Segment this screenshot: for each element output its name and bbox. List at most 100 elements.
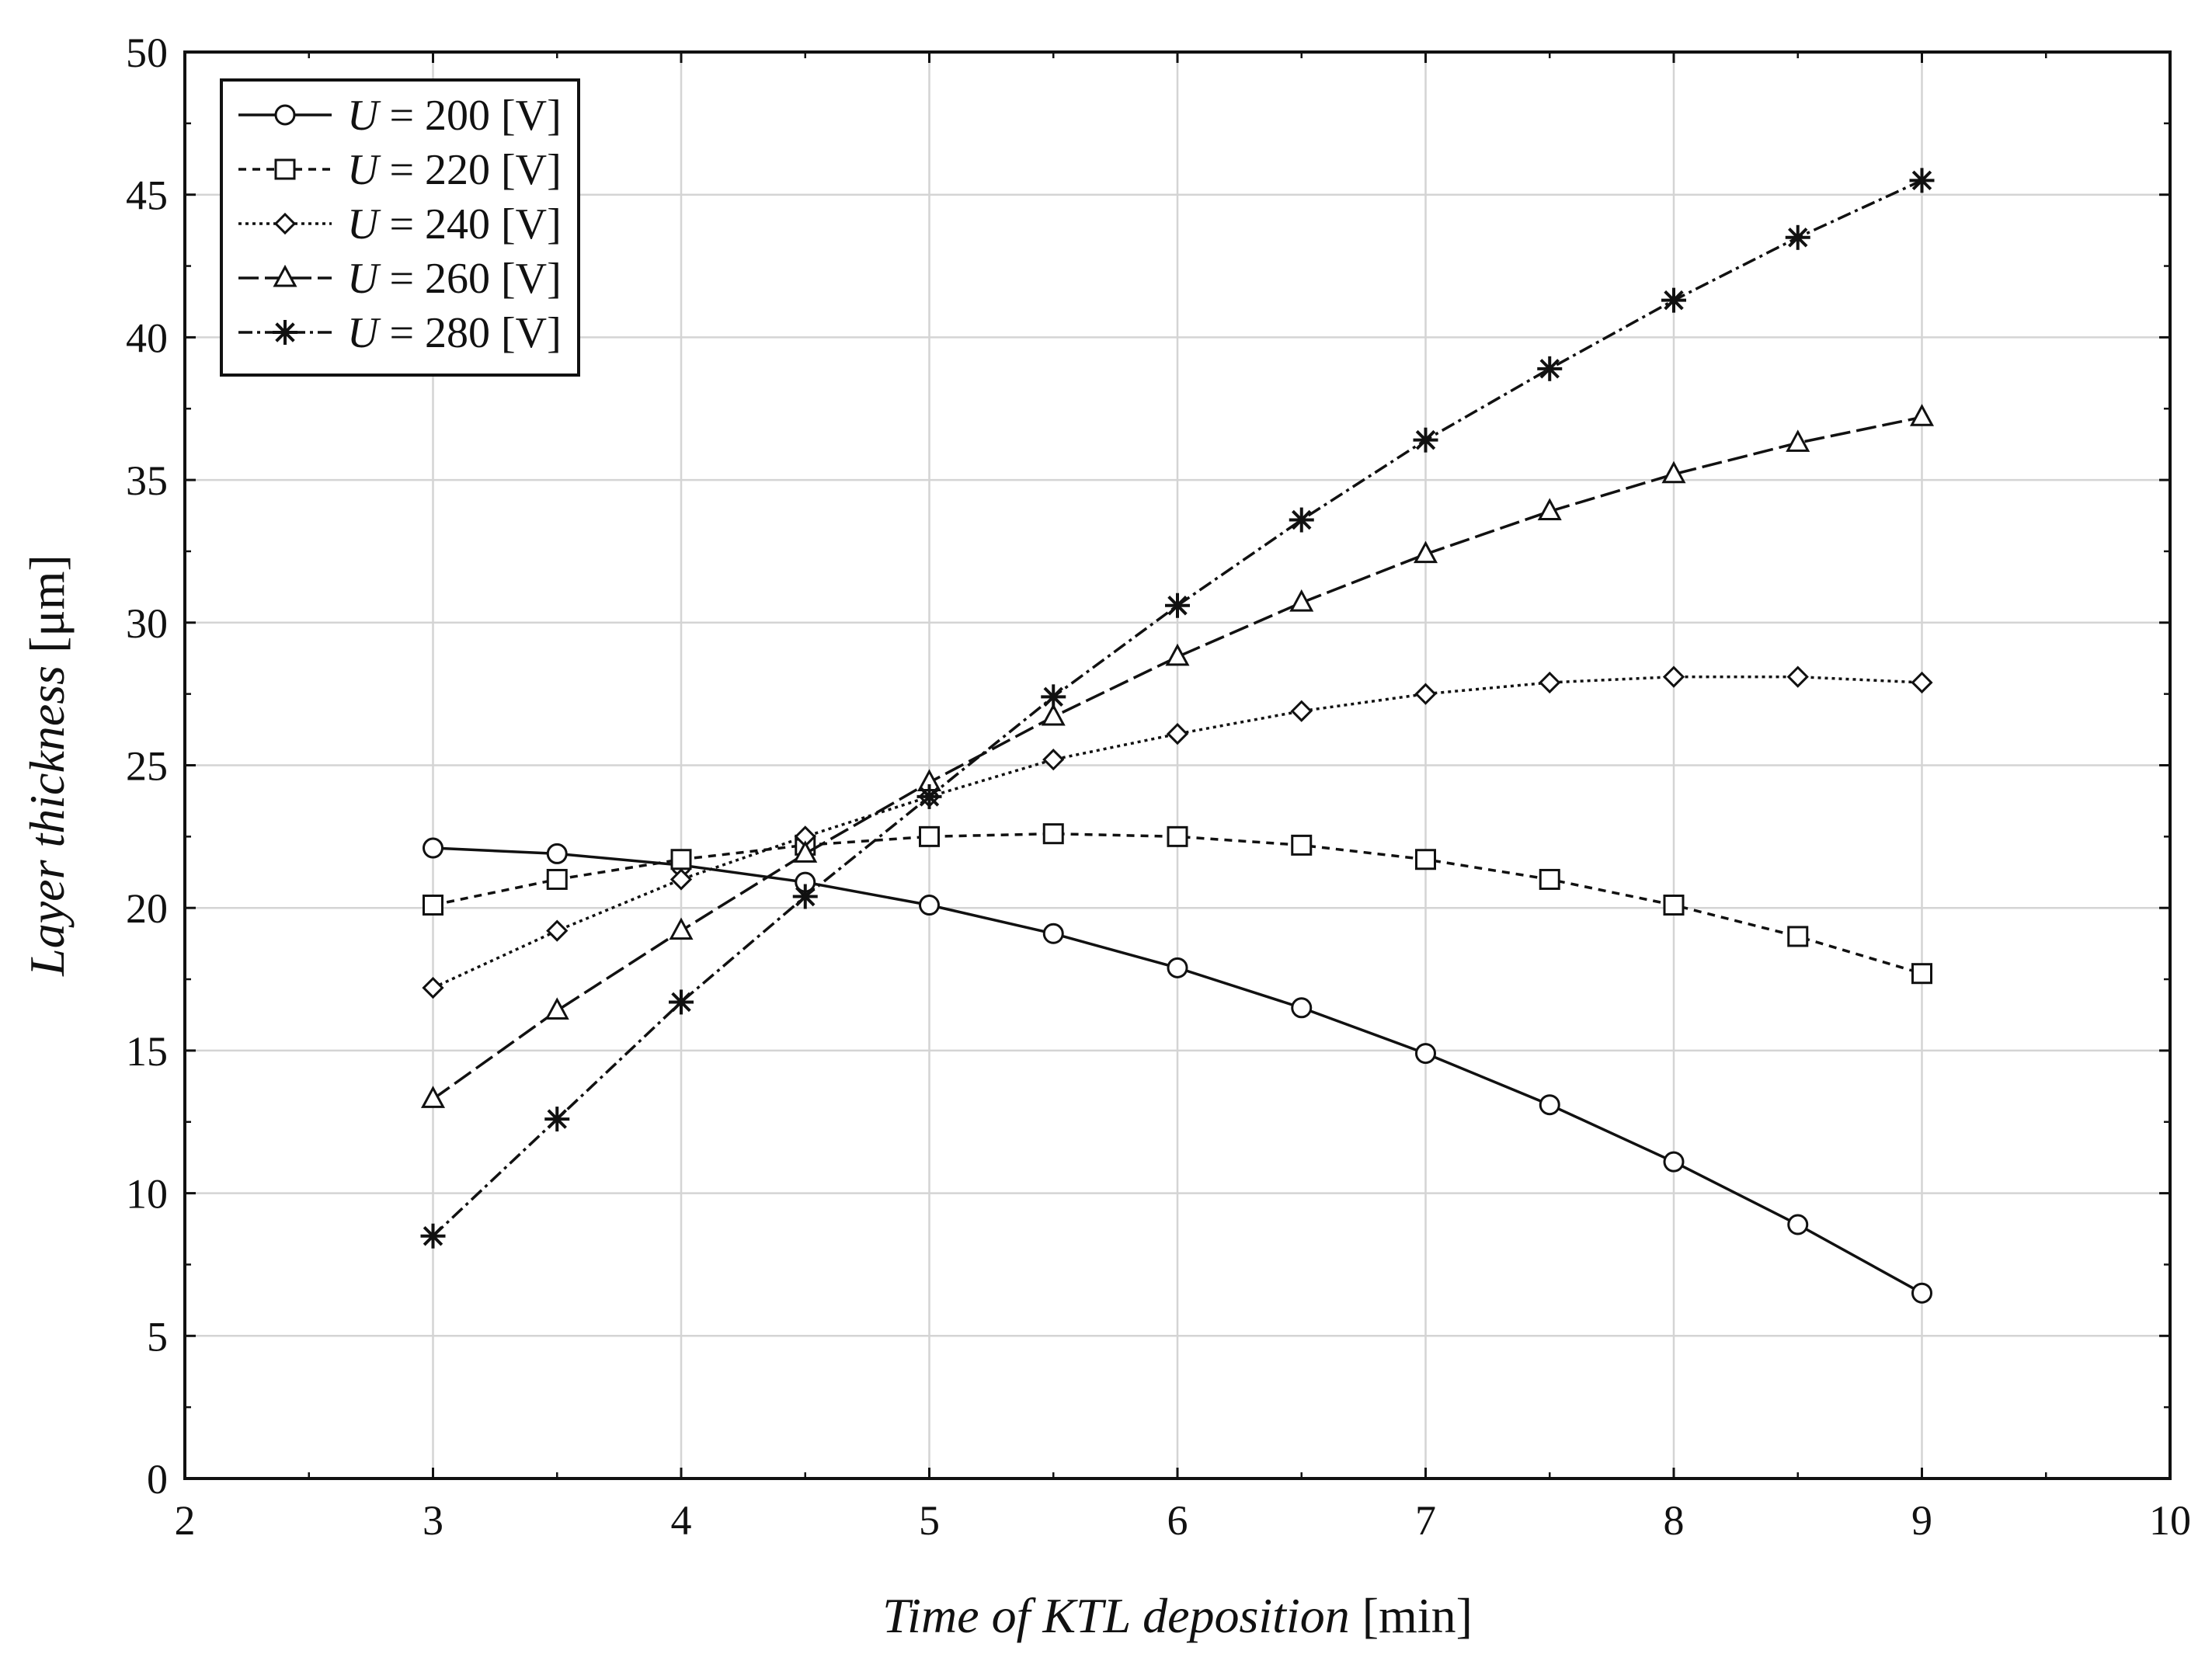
data-point <box>1042 923 1064 944</box>
data-point-stroke <box>795 886 816 907</box>
series-4 <box>420 404 1935 1108</box>
data-point <box>1539 868 1560 890</box>
legend-label: U = 280 [V] <box>347 309 562 357</box>
data-point <box>1167 957 1188 978</box>
legend: U = 200 [V]U = 220 [V]U = 240 [V]U = 260… <box>220 78 580 377</box>
y-tick-label: 20 <box>126 885 168 932</box>
data-point <box>1166 722 1189 745</box>
data-point <box>1661 287 1686 313</box>
data-point <box>1041 684 1066 710</box>
data-point <box>546 868 568 890</box>
data-point <box>1909 404 1935 426</box>
data-point <box>423 837 443 859</box>
y-tick-label: 35 <box>126 457 168 504</box>
data-point <box>670 868 693 891</box>
data-point <box>1661 460 1686 484</box>
legend-item-1: U = 200 [V] <box>238 92 562 140</box>
legend-var: U <box>347 146 381 194</box>
data-point-stroke <box>1911 170 1932 191</box>
data-point <box>1290 700 1313 722</box>
y-tick-label: 50 <box>126 30 168 76</box>
data-point <box>669 989 694 1015</box>
data-point <box>1165 592 1190 618</box>
data-point <box>1539 671 1561 694</box>
data-point <box>793 840 818 863</box>
y-tick-label: 25 <box>126 743 168 790</box>
legend-var: U <box>347 92 381 140</box>
legend-value: = 240 [V] <box>378 200 561 248</box>
legend-value: = 220 [V] <box>378 146 561 194</box>
data-point <box>1165 643 1190 666</box>
data-point <box>1042 749 1065 771</box>
data-point <box>544 1107 570 1132</box>
y-tick-label: 45 <box>126 172 168 219</box>
legend-marker <box>273 320 297 345</box>
y-tick-label: 30 <box>126 600 168 647</box>
legend-items: U = 200 [V]U = 220 [V]U = 240 [V]U = 260… <box>238 92 562 357</box>
series-layer <box>420 168 1935 1304</box>
legend-value: = 200 [V] <box>378 92 561 140</box>
data-point <box>1415 849 1436 870</box>
data-point <box>1291 834 1313 856</box>
x-axis-title: Time of KTL deposition [min] <box>882 1588 1473 1643</box>
data-point <box>1041 703 1066 726</box>
legend-marker <box>274 104 296 126</box>
data-point <box>1911 1282 1932 1304</box>
y-tick-label: 15 <box>126 1028 168 1075</box>
data-point <box>420 1086 446 1108</box>
data-point <box>423 895 443 916</box>
legend-label: U = 260 [V] <box>347 255 562 303</box>
data-point <box>916 784 942 809</box>
data-point <box>1787 1214 1809 1235</box>
series-3 <box>422 665 1933 999</box>
data-point-stroke <box>1292 509 1312 530</box>
data-point <box>1539 1094 1560 1116</box>
legend-item-5: U = 280 [V] <box>238 309 562 357</box>
y-tick-label: 5 <box>147 1313 168 1360</box>
data-point <box>1413 427 1438 453</box>
x-tick-label: 2 <box>175 1497 196 1544</box>
legend-value: = 260 [V] <box>378 255 561 303</box>
data-point <box>1786 429 1810 452</box>
legend-item-4: U = 260 [V] <box>238 255 562 303</box>
data-point-stroke <box>919 787 940 807</box>
data-point-stroke <box>547 1109 567 1129</box>
x-tick-label: 8 <box>1664 1497 1685 1544</box>
data-point <box>1413 540 1438 564</box>
legend-item-2: U = 220 [V] <box>238 146 562 194</box>
x-tick-label: 7 <box>1415 1497 1436 1544</box>
legend-var: U <box>347 309 381 357</box>
data-point <box>1537 498 1562 521</box>
data-point <box>919 825 940 847</box>
data-point <box>792 884 818 909</box>
data-point <box>420 1223 446 1249</box>
data-point <box>1787 926 1809 947</box>
data-point <box>1909 168 1935 193</box>
data-point <box>919 895 940 916</box>
data-point <box>422 976 444 999</box>
data-point-stroke <box>1167 596 1188 616</box>
series-5 <box>420 168 1935 1249</box>
data-point <box>1911 963 1932 985</box>
legend-value: = 280 [V] <box>378 309 561 357</box>
data-point-stroke <box>1539 359 1560 379</box>
legend-marker <box>274 158 296 180</box>
data-point <box>544 997 569 1020</box>
legend-label: U = 240 [V] <box>347 200 562 248</box>
x-tick-label: 6 <box>1167 1497 1188 1544</box>
legend-marker <box>273 264 297 287</box>
data-point <box>1537 356 1563 381</box>
data-point <box>669 917 694 940</box>
data-point <box>1663 895 1685 916</box>
data-point <box>1663 1151 1685 1173</box>
data-point <box>1415 1043 1436 1065</box>
x-axis-title-text: Time of KTL deposition <box>882 1588 1350 1643</box>
x-axis-title-unit: [min] <box>1350 1588 1473 1643</box>
x-tick-label: 9 <box>1911 1497 1932 1544</box>
data-point <box>1167 825 1188 847</box>
x-tick-label: 3 <box>423 1497 443 1544</box>
data-point <box>670 849 692 870</box>
axis-ticks <box>183 50 2172 1480</box>
